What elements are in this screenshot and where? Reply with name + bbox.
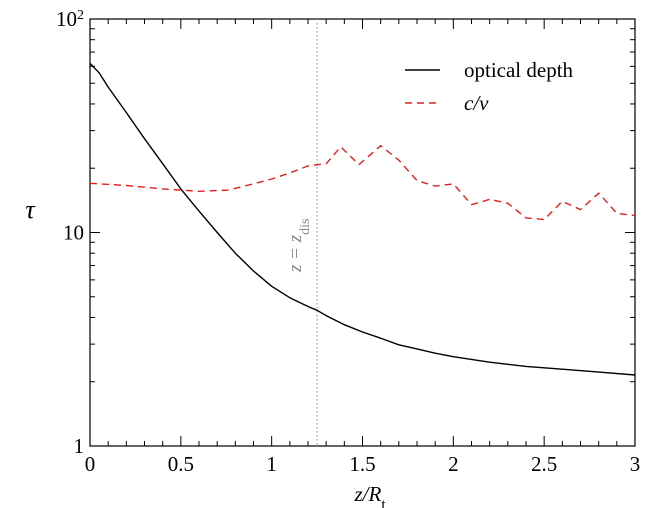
plot-frame <box>89 18 636 447</box>
annotation-label: z = zdis <box>285 219 313 273</box>
x-tick-label: 3 <box>630 452 641 476</box>
x-tick-label: 0.5 <box>168 452 194 476</box>
x-tick-label: 1 <box>266 452 277 476</box>
y-axis: 1 10 102 <box>56 7 635 458</box>
legend-label: optical depth <box>464 58 574 82</box>
series-line-optical-depth <box>89 62 636 376</box>
x-tick-label: 1.5 <box>349 452 375 476</box>
series-layer <box>89 62 636 376</box>
series-line-c-over-v <box>89 144 636 221</box>
legend: optical depth c/v <box>405 58 574 115</box>
plot-area <box>89 18 636 447</box>
y-axis-label: τ <box>25 195 36 224</box>
x-tick-label: 2 <box>448 452 459 476</box>
y-tick-label: 10 <box>63 221 84 245</box>
y-tick-label: 1 <box>74 434 85 458</box>
x-axis: 0 0.5 1 1.5 2 2.5 3 <box>85 19 641 476</box>
x-axis-label: z/Rt <box>353 482 386 508</box>
legend-label: c/v <box>464 91 489 115</box>
x-tick-label: 2.5 <box>531 452 557 476</box>
annotation-group: z = zdis <box>285 19 318 446</box>
y-tick-label: 102 <box>56 7 84 31</box>
x-tick-label: 0 <box>85 452 96 476</box>
x-axis-label-subscript: t <box>381 497 386 508</box>
